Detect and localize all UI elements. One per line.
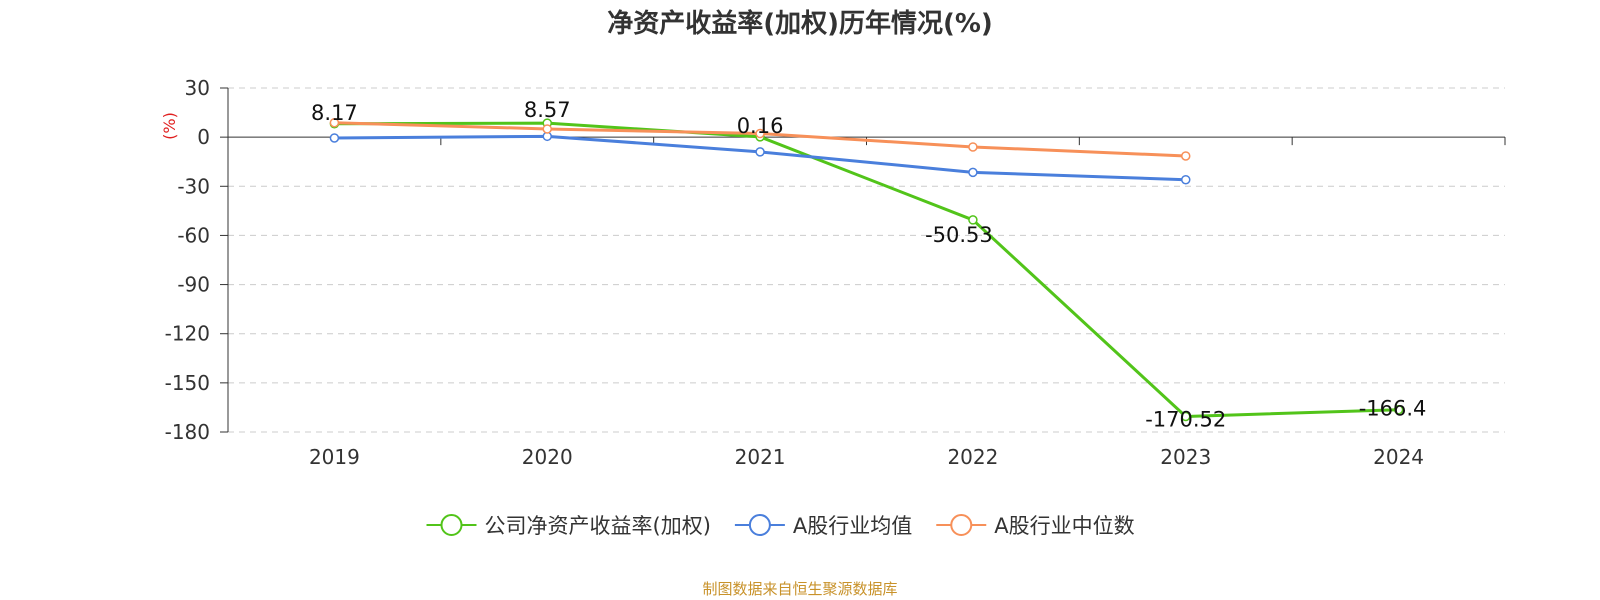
- legend-marker-icon: [440, 514, 463, 536]
- data-point[interactable]: [542, 124, 552, 134]
- data-point[interactable]: [329, 133, 340, 143]
- grid-lines: [228, 87, 1505, 433]
- legend-marker-icon: [950, 514, 973, 536]
- data-point[interactable]: [1181, 174, 1191, 185]
- x-tick-label: 2019: [309, 445, 360, 469]
- series-line-0: [332, 121, 1401, 418]
- data-point[interactable]: [968, 142, 978, 152]
- y-tick-label: -120: [165, 322, 210, 346]
- y-tick-label: 0: [197, 125, 210, 149]
- x-tick-label: 2023: [1160, 445, 1211, 469]
- legend-item-2[interactable]: A股行业中位数: [936, 514, 1135, 538]
- legend-label: A股行业中位数: [994, 514, 1134, 538]
- series-lines: [329, 117, 1404, 422]
- legend-item-1[interactable]: A股行业均值: [734, 514, 912, 538]
- legend: 公司净资产收益率(加权) A股行业均值 A股行业中位数: [426, 514, 1135, 538]
- x-tick-label: 2021: [735, 445, 786, 469]
- data-point[interactable]: [1181, 151, 1191, 161]
- data-label: -166.4: [1359, 397, 1427, 421]
- y-axis-label: (%): [160, 112, 179, 140]
- chart-title: 净资产收益率(加权)历年情况(%): [607, 8, 993, 39]
- legend-label: 公司净资产收益率(加权): [485, 514, 711, 538]
- data-label: 8.17: [311, 101, 358, 125]
- data-point[interactable]: [968, 215, 978, 225]
- x-tick-label: 2020: [522, 445, 573, 469]
- y-tick-label: -60: [177, 223, 210, 247]
- y-tick-label: -90: [177, 273, 210, 297]
- data-point[interactable]: [329, 117, 340, 128]
- data-label: -170.52: [1145, 407, 1226, 431]
- data-label: 8.57: [524, 98, 571, 122]
- data-label: -50.53: [925, 223, 993, 247]
- legend-label: A股行业均值: [793, 514, 912, 538]
- axes: 30 0 -30 -60 -90 -120 -150 -180 2019 2020 2021 2022…: [165, 76, 1506, 469]
- y-tick-label: -180: [165, 420, 210, 444]
- x-tick-label: 2024: [1373, 445, 1424, 469]
- data-labels: 8.17 8.57 0.16 -50.53 -170.52 -166.4: [311, 98, 1426, 431]
- data-point[interactable]: [755, 128, 765, 139]
- data-point[interactable]: [1181, 411, 1191, 422]
- y-tick-label: -150: [165, 371, 210, 395]
- y-tick-label: 30: [185, 76, 210, 100]
- data-point[interactable]: [1393, 404, 1404, 415]
- data-point[interactable]: [968, 167, 978, 178]
- series-line-1: [332, 134, 1188, 182]
- legend-marker-icon: [748, 514, 771, 536]
- source-note: 制图数据来自恒生聚源数据库: [702, 580, 897, 598]
- data-label: 0.16: [737, 114, 784, 138]
- x-tick-label: 2022: [947, 445, 998, 469]
- legend-item-0[interactable]: 公司净资产收益率(加权): [426, 514, 711, 538]
- data-point[interactable]: [755, 147, 765, 157]
- y-tick-label: -30: [177, 174, 210, 198]
